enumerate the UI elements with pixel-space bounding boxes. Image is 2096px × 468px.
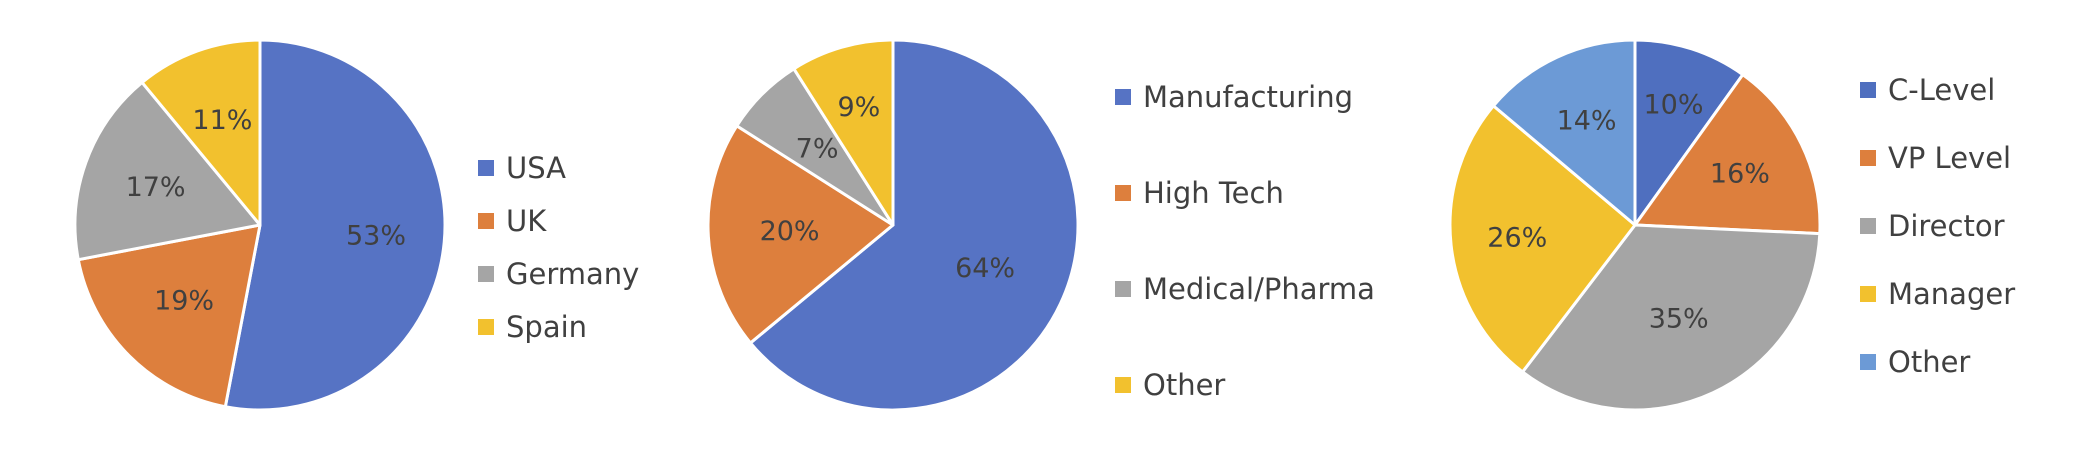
slice-label-vp-level: 16% bbox=[1710, 159, 1770, 190]
legend-label: Other bbox=[1888, 345, 1970, 379]
legend-label: Medical/Pharma bbox=[1143, 272, 1375, 306]
pie-slices bbox=[73, 38, 447, 412]
legend-item-director: Director bbox=[1860, 209, 2005, 243]
legend-job-level: C-Level VP Level Director Manager Other bbox=[1860, 73, 2015, 379]
slice-label-director: 35% bbox=[1649, 303, 1709, 334]
legend-industry: Manufacturing High Tech Medical/Pharma Othe… bbox=[1115, 80, 1375, 402]
pie-slice-manager bbox=[1448, 104, 1637, 374]
legend-label: Other bbox=[1143, 368, 1225, 402]
legend-swatch bbox=[1115, 89, 1131, 105]
legend-swatch bbox=[478, 213, 494, 229]
legend-swatch bbox=[1860, 354, 1876, 370]
slice-label-uk: 19% bbox=[154, 285, 214, 316]
legend-label: Manufacturing bbox=[1143, 80, 1353, 114]
legend-swatch bbox=[478, 266, 494, 282]
pie-chart-country: 53% 19% 17% 11% USA UK Germany Spain bbox=[73, 38, 639, 412]
slice-label-medical-pharma: 7% bbox=[796, 134, 839, 165]
legend-label: C-Level bbox=[1888, 73, 1995, 107]
legend-swatch bbox=[1115, 377, 1131, 393]
legend-label: Director bbox=[1888, 209, 2005, 243]
legend-item-usa: USA bbox=[478, 151, 566, 185]
slice-labels: 64% 20% 7% 9% bbox=[760, 92, 1016, 284]
pie-chart-industry: 64% 20% 7% 9% Manufacturing High Tech Medical/… bbox=[706, 38, 1375, 412]
legend-swatch bbox=[1115, 185, 1131, 201]
slice-label-high-tech: 20% bbox=[760, 216, 820, 247]
legend-label: USA bbox=[506, 151, 566, 185]
legend-label: UK bbox=[506, 204, 547, 238]
legend-swatch bbox=[1860, 286, 1876, 302]
pie-slice-usa bbox=[223, 38, 447, 412]
slice-label-other: 9% bbox=[837, 92, 880, 123]
slice-label-c-level: 10% bbox=[1643, 90, 1703, 121]
legend-swatch bbox=[1860, 82, 1876, 98]
legend-swatch bbox=[1115, 281, 1131, 297]
legend-item-uk: UK bbox=[478, 204, 547, 238]
pie-slices bbox=[706, 38, 1080, 412]
pie-slice-director bbox=[1521, 223, 1822, 412]
pie-slice-other bbox=[1491, 38, 1637, 227]
legend-item-c-level: C-Level bbox=[1860, 73, 1995, 107]
slice-label-spain: 11% bbox=[192, 105, 252, 136]
pie-slices bbox=[1448, 38, 1822, 412]
legend-item-medical-pharma: Medical/Pharma bbox=[1115, 272, 1375, 306]
legend-label: High Tech bbox=[1143, 176, 1284, 210]
legend-item-vp-level: VP Level bbox=[1860, 141, 2011, 175]
slice-label-manager: 26% bbox=[1487, 222, 1547, 253]
pie-slice-uk bbox=[76, 223, 262, 409]
legend-label: Spain bbox=[506, 310, 587, 344]
legend-swatch bbox=[1860, 150, 1876, 166]
slice-label-manufacturing: 64% bbox=[955, 253, 1015, 284]
legend-label: Manager bbox=[1888, 277, 2015, 311]
slice-labels: 10% 16% 35% 26% 14% bbox=[1487, 90, 1770, 335]
pie-slice-germany bbox=[73, 80, 262, 262]
pie-slice-spain bbox=[140, 38, 262, 227]
legend-country: USA UK Germany Spain bbox=[478, 151, 639, 344]
pie-slice-other bbox=[792, 38, 895, 227]
legend-item-spain: Spain bbox=[478, 310, 587, 344]
legend-label: VP Level bbox=[1888, 141, 2011, 175]
legend-item-manufacturing: Manufacturing bbox=[1115, 80, 1353, 114]
legend-swatch bbox=[1860, 218, 1876, 234]
pie-slice-c-level bbox=[1633, 38, 1745, 227]
legend-swatch bbox=[478, 160, 494, 176]
legend-item-high-tech: High Tech bbox=[1115, 176, 1284, 210]
slice-label-other: 14% bbox=[1557, 106, 1617, 137]
legend-item-manager: Manager bbox=[1860, 277, 2015, 311]
legend-item-germany: Germany bbox=[478, 257, 639, 291]
pie-slice-high-tech bbox=[706, 124, 895, 345]
pie-slice-manufacturing bbox=[748, 38, 1080, 412]
slice-labels: 53% 19% 17% 11% bbox=[126, 105, 406, 316]
slice-label-germany: 17% bbox=[126, 172, 186, 203]
legend-swatch bbox=[478, 319, 494, 335]
legend-item-other: Other bbox=[1860, 345, 1970, 379]
slice-label-usa: 53% bbox=[346, 221, 406, 252]
pie-slice-vp-level bbox=[1633, 73, 1822, 236]
legend-label: Germany bbox=[506, 257, 639, 291]
legend-item-other: Other bbox=[1115, 368, 1225, 402]
pie-chart-job-level: 10% 16% 35% 26% 14% C-Level VP Level Director Ma… bbox=[1448, 38, 2015, 412]
